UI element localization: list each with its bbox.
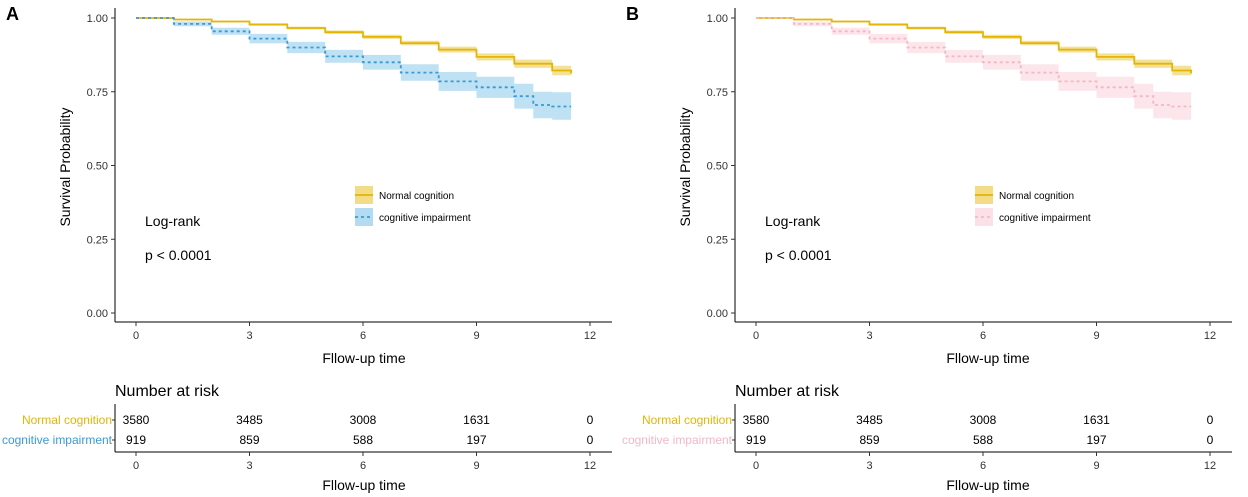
risk-x-tick-label: 12 xyxy=(1204,460,1216,472)
risk-x-tick-label: 12 xyxy=(584,460,596,472)
y-tick-label: 1.00 xyxy=(87,13,108,25)
risk-table-title: Number at risk xyxy=(115,383,220,400)
risk-count: 919 xyxy=(126,433,146,447)
y-axis-label: Survival Probability xyxy=(677,107,693,226)
plot-area: 0.00 0.25 0.50 0.75 1.00 0 3 6 9 12 xyxy=(707,8,1232,342)
risk-group-cognitive-impairment: cognitive impairment xyxy=(622,433,733,447)
survival-line-cognitive-impairment xyxy=(136,17,572,108)
risk-count: 3485 xyxy=(236,413,263,427)
risk-count: 859 xyxy=(859,433,879,447)
risk-x-tick-label: 3 xyxy=(866,460,872,472)
risk-table-title: Number at risk xyxy=(735,383,840,400)
risk-count: 0 xyxy=(587,413,594,427)
logrank-label: Log-rank xyxy=(765,213,821,229)
x-tick-label: 6 xyxy=(980,330,986,342)
x-tick-label: 12 xyxy=(1204,330,1216,342)
x-axis-label: Fllow-up time xyxy=(322,350,405,366)
x-tick-label: 12 xyxy=(584,330,596,342)
y-axis-label: Survival Probability xyxy=(57,107,73,226)
risk-count: 3580 xyxy=(123,413,150,427)
logrank-label: Log-rank xyxy=(145,213,201,229)
y-tick-label: 0.75 xyxy=(87,87,108,99)
plot-area: 0.00 0.25 0.50 0.75 1.00 0 3 6 9 12 xyxy=(87,8,612,342)
risk-count: 3008 xyxy=(350,413,377,427)
y-tick-label: 0.25 xyxy=(87,234,108,246)
risk-count: 197 xyxy=(466,433,486,447)
x-tick-label: 0 xyxy=(753,330,759,342)
panel-label-b: B xyxy=(626,4,639,24)
x-tick-label: 6 xyxy=(360,330,366,342)
legend: Normal cognition cognitive impairment xyxy=(355,186,471,226)
survival-line-normal-cognition xyxy=(136,17,572,74)
y-tick-label: 0.50 xyxy=(87,161,108,173)
risk-count: 197 xyxy=(1086,433,1106,447)
risk-x-tick-label: 9 xyxy=(1093,460,1099,472)
risk-x-axis-label: Fllow-up time xyxy=(322,477,405,493)
risk-group-normal-cognition: Normal cognition xyxy=(642,413,732,427)
risk-x-tick-label: 6 xyxy=(360,460,366,472)
risk-x-tick-label: 3 xyxy=(246,460,252,472)
y-tick-label: 0.25 xyxy=(707,234,728,246)
p-value-label: p < 0.0001 xyxy=(145,247,212,263)
risk-count: 0 xyxy=(1207,433,1214,447)
risk-count: 3008 xyxy=(970,413,997,427)
risk-count: 919 xyxy=(746,433,766,447)
risk-group-normal-cognition: Normal cognition xyxy=(22,413,112,427)
y-tick-label: 0.75 xyxy=(707,87,728,99)
risk-table: Normal cognition 3580 3485 3008 1631 0 cogniti… xyxy=(622,404,1232,472)
survival-line-cognitive-impairment xyxy=(756,17,1192,108)
ci-band-normal-cognition xyxy=(756,18,1192,79)
risk-count: 1631 xyxy=(463,413,490,427)
risk-count: 588 xyxy=(973,433,993,447)
p-value-label: p < 0.0001 xyxy=(765,247,832,263)
ci-band-normal-cognition xyxy=(136,18,572,79)
x-tick-label: 9 xyxy=(473,330,479,342)
x-tick-label: 3 xyxy=(866,330,872,342)
risk-count: 0 xyxy=(1207,413,1214,427)
y-tick-label: 0.50 xyxy=(707,161,728,173)
x-tick-label: 9 xyxy=(1093,330,1099,342)
risk-count: 588 xyxy=(353,433,373,447)
risk-group-cognitive-impairment: cognitive impairment xyxy=(2,433,113,447)
risk-table: Normal cognition 3580 3485 3008 1631 0 cogniti… xyxy=(2,404,612,472)
risk-count: 859 xyxy=(239,433,259,447)
risk-x-tick-label: 0 xyxy=(133,460,139,472)
risk-x-tick-label: 6 xyxy=(980,460,986,472)
risk-x-tick-label: 9 xyxy=(473,460,479,472)
risk-x-tick-label: 0 xyxy=(753,460,759,472)
risk-count: 1631 xyxy=(1083,413,1110,427)
legend-label-cognitive-impairment: cognitive impairment xyxy=(999,213,1091,224)
legend-label-normal-cognition: Normal cognition xyxy=(999,191,1074,202)
legend-label-cognitive-impairment: cognitive impairment xyxy=(379,213,471,224)
panel-b: B Survival Probability Fllow-up time Log… xyxy=(622,4,1232,493)
legend: Normal cognition cognitive impairment xyxy=(975,186,1091,226)
risk-x-axis-label: Fllow-up time xyxy=(946,477,1029,493)
legend-label-normal-cognition: Normal cognition xyxy=(379,191,454,202)
y-tick-label: 0.00 xyxy=(707,308,728,320)
y-tick-label: 1.00 xyxy=(707,13,728,25)
x-tick-label: 3 xyxy=(246,330,252,342)
risk-count: 3580 xyxy=(743,413,770,427)
risk-count: 3485 xyxy=(856,413,883,427)
survival-line-normal-cognition xyxy=(756,17,1192,74)
risk-count: 0 xyxy=(587,433,594,447)
y-tick-label: 0.00 xyxy=(87,308,108,320)
panel-a: A Survival Probability Fllow-up time Log… xyxy=(2,4,612,493)
x-axis-label: Fllow-up time xyxy=(946,350,1029,366)
x-tick-label: 0 xyxy=(133,330,139,342)
panel-label-a: A xyxy=(6,4,19,24)
